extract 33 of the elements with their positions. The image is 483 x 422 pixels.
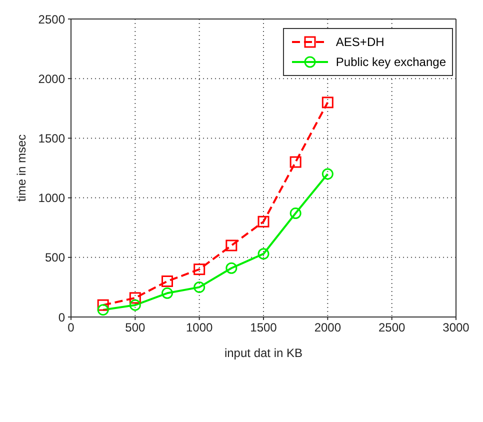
x-axis-title: input dat in KB — [224, 346, 303, 360]
y-tick-label: 500 — [44, 250, 66, 265]
legend-label: AES+DH — [336, 35, 384, 49]
point — [129, 292, 141, 304]
x-tick-label: 500 — [125, 320, 146, 335]
y-tick-label: 2500 — [38, 12, 66, 26]
x-tick-label: 1500 — [250, 320, 278, 335]
y-tick-label: 1500 — [38, 131, 66, 146]
x-tick-label: 1000 — [186, 320, 214, 335]
point — [129, 299, 141, 311]
y-tick-label: 0 — [58, 310, 66, 324]
point — [97, 304, 109, 316]
point — [322, 96, 334, 108]
point — [290, 156, 302, 168]
x-tick-label: 3000 — [442, 320, 470, 335]
point — [226, 262, 238, 274]
y-tick-label: 1000 — [38, 191, 66, 206]
point — [162, 275, 173, 287]
point — [162, 287, 173, 299]
y-axis-title: time in msec — [14, 134, 28, 202]
point — [290, 208, 302, 220]
y-tick-label: 2000 — [38, 72, 66, 86]
x-tick-label: 0 — [68, 320, 75, 335]
legend-label: Public key exchange — [336, 55, 446, 69]
x-tick-label: 2000 — [314, 320, 342, 335]
point — [194, 264, 206, 276]
point — [97, 299, 109, 311]
x-tick-label: 2500 — [378, 320, 406, 335]
point — [194, 281, 206, 293]
point — [322, 168, 334, 180]
point — [258, 248, 270, 260]
point — [226, 240, 238, 252]
point — [258, 216, 270, 228]
